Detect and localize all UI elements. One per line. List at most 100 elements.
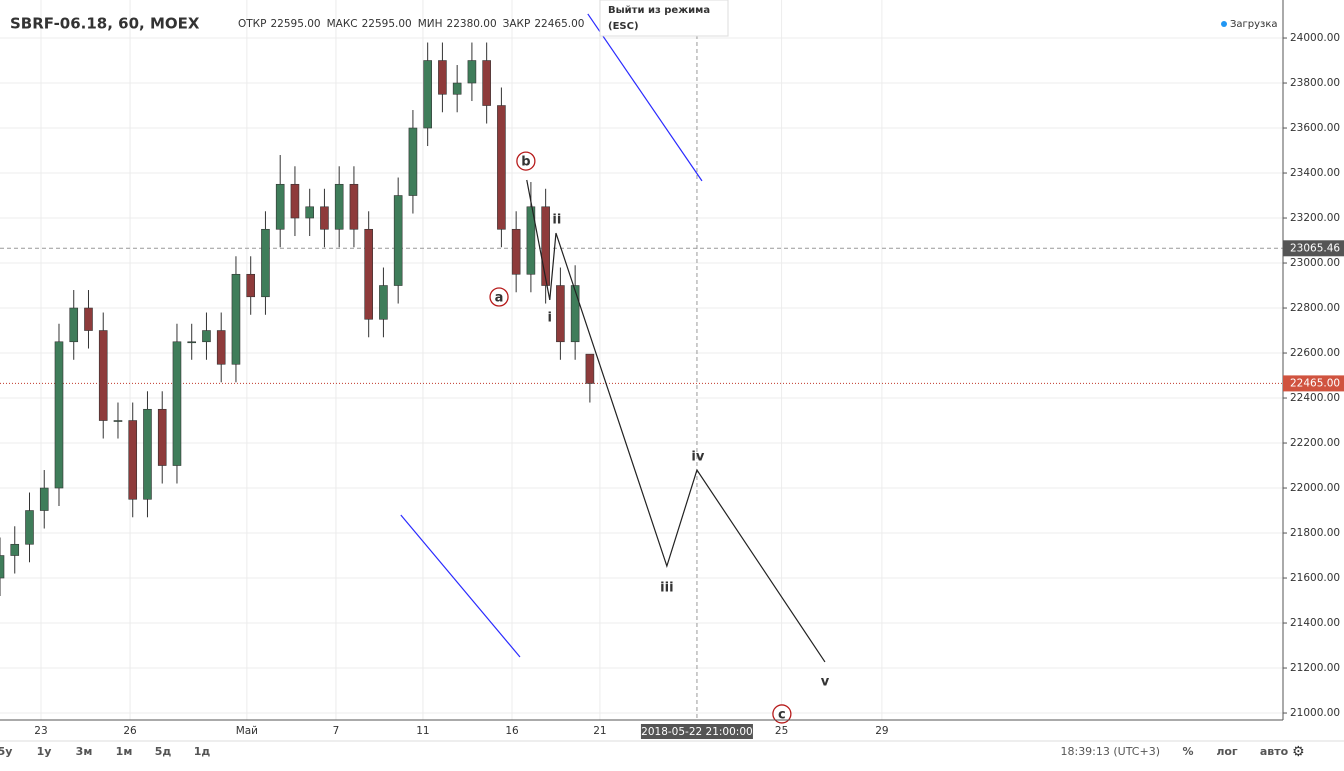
x-tick-label: 23 bbox=[34, 725, 47, 737]
x-tick-label: 7 bbox=[333, 725, 340, 737]
candle-body bbox=[39, 487, 49, 511]
wave-label-circle bbox=[772, 704, 792, 724]
wave-label: iii bbox=[660, 581, 673, 596]
wave-label: ii bbox=[552, 212, 561, 227]
candle-body bbox=[84, 307, 93, 331]
wave-label: b bbox=[521, 155, 530, 170]
x-tick-label: 25 bbox=[775, 725, 788, 737]
wave-label: a bbox=[495, 291, 504, 306]
range-button[interactable]: 5у bbox=[0, 745, 12, 758]
candle-body bbox=[482, 60, 491, 106]
status: Загрузка bbox=[1230, 19, 1278, 30]
x-tick-label: Май bbox=[236, 725, 258, 737]
wave-label: iv bbox=[691, 450, 704, 465]
candle-body bbox=[98, 330, 108, 421]
ohlc-label: ЗАКР bbox=[503, 18, 531, 30]
candle-body bbox=[261, 228, 270, 298]
ohlc-value: 22595.00 bbox=[362, 18, 412, 30]
candle-body bbox=[128, 420, 138, 500]
candle-body bbox=[497, 105, 506, 230]
y-tick-label: 23800.00 bbox=[1290, 77, 1340, 89]
candle-body bbox=[467, 60, 477, 84]
candle-body bbox=[379, 285, 388, 320]
candle-body bbox=[526, 206, 536, 275]
crosshair-y-box bbox=[1283, 240, 1344, 257]
candle-body bbox=[349, 183, 359, 230]
range-button[interactable]: 1м bbox=[116, 745, 133, 758]
scale-button[interactable]: % bbox=[1182, 745, 1193, 758]
y-tick-label: 23400.00 bbox=[1290, 167, 1340, 179]
y-tick-label: 23000.00 bbox=[1290, 257, 1340, 269]
candle-body bbox=[408, 127, 418, 196]
tooltip[interactable]: (ESC) bbox=[608, 21, 639, 32]
candle-body bbox=[290, 183, 300, 219]
ohlc-label: МИН bbox=[418, 18, 443, 30]
status-dot bbox=[1221, 21, 1227, 27]
y-tick-label: 24000.00 bbox=[1290, 32, 1340, 44]
candle-body bbox=[423, 60, 432, 129]
candle-body bbox=[364, 228, 373, 320]
range-button[interactable]: 1д bbox=[194, 745, 211, 758]
candle-body bbox=[143, 408, 152, 500]
tooltip-box bbox=[599, 0, 729, 37]
candle-body bbox=[216, 330, 226, 365]
wave-line bbox=[526, 179, 826, 663]
ohlc-value: 22380.00 bbox=[447, 18, 497, 30]
candle-body bbox=[54, 341, 64, 489]
y-tick-label: 21200.00 bbox=[1290, 662, 1340, 674]
y-tick-label: 23600.00 bbox=[1290, 122, 1340, 134]
candle-body bbox=[157, 408, 167, 466]
candle-body bbox=[452, 82, 462, 95]
candle-body bbox=[511, 228, 521, 275]
y-tick-label: 22200.00 bbox=[1290, 437, 1340, 449]
candle-body bbox=[231, 273, 241, 365]
last-price-label: 22465.00 bbox=[1290, 377, 1340, 389]
candle-body bbox=[305, 206, 314, 219]
last-price-box bbox=[1283, 375, 1344, 392]
y-tick-label: 21600.00 bbox=[1290, 572, 1340, 584]
candle-body bbox=[585, 353, 595, 384]
candle-body bbox=[393, 195, 403, 286]
trend-line bbox=[400, 514, 521, 658]
scale-button[interactable]: авто bbox=[1260, 745, 1289, 758]
ohlc-value: 22595.00 bbox=[270, 18, 320, 30]
candle-body bbox=[438, 60, 447, 95]
candle-body bbox=[187, 341, 197, 344]
range-button[interactable]: 5д bbox=[155, 745, 172, 758]
y-tick-label: 22000.00 bbox=[1290, 482, 1340, 494]
wave-label-circle bbox=[516, 151, 536, 171]
candle-body bbox=[541, 206, 550, 286]
range-button[interactable]: 1у bbox=[37, 745, 52, 758]
wave-label: v bbox=[821, 675, 830, 690]
symbol[interactable]: SBRF-06.18, 60, MOEX bbox=[10, 15, 200, 33]
scale-button[interactable]: лог bbox=[1216, 745, 1238, 758]
y-tick-label: 21400.00 bbox=[1290, 617, 1340, 629]
trend-line bbox=[587, 13, 703, 182]
settings-icon[interactable]: ⚙ bbox=[1292, 744, 1305, 760]
x-tick-label: 21 bbox=[593, 725, 606, 737]
y-tick-label: 23200.00 bbox=[1290, 212, 1340, 224]
tooltip[interactable]: Выйти из режима bbox=[608, 5, 710, 16]
y-tick-label: 22600.00 bbox=[1290, 347, 1340, 359]
clock: 18:39:13 (UTC+3) bbox=[1060, 745, 1160, 758]
candle-body bbox=[10, 543, 20, 556]
candle-body bbox=[320, 206, 329, 230]
candle-body bbox=[113, 420, 123, 422]
ohlc-label: МАКС bbox=[327, 18, 358, 30]
wave-label: c bbox=[778, 707, 786, 722]
wave-label-circle bbox=[489, 287, 509, 307]
y-tick-label: 22400.00 bbox=[1290, 392, 1340, 404]
x-tick-label: 29 bbox=[875, 725, 888, 737]
crosshair-y-label: 23065.46 bbox=[1290, 242, 1340, 254]
candle-body bbox=[556, 285, 565, 343]
toolbar: 5у 1у 3м 1м 5д 1д 18:39:13 (UTC+3)% лог авто bbox=[0, 745, 1289, 758]
y-tick-label: 21800.00 bbox=[1290, 527, 1340, 539]
candle-body bbox=[172, 341, 182, 466]
candle-body bbox=[246, 273, 256, 298]
range-button[interactable]: 3м bbox=[76, 745, 93, 758]
candle-body bbox=[570, 285, 580, 343]
candle-body bbox=[334, 183, 344, 230]
